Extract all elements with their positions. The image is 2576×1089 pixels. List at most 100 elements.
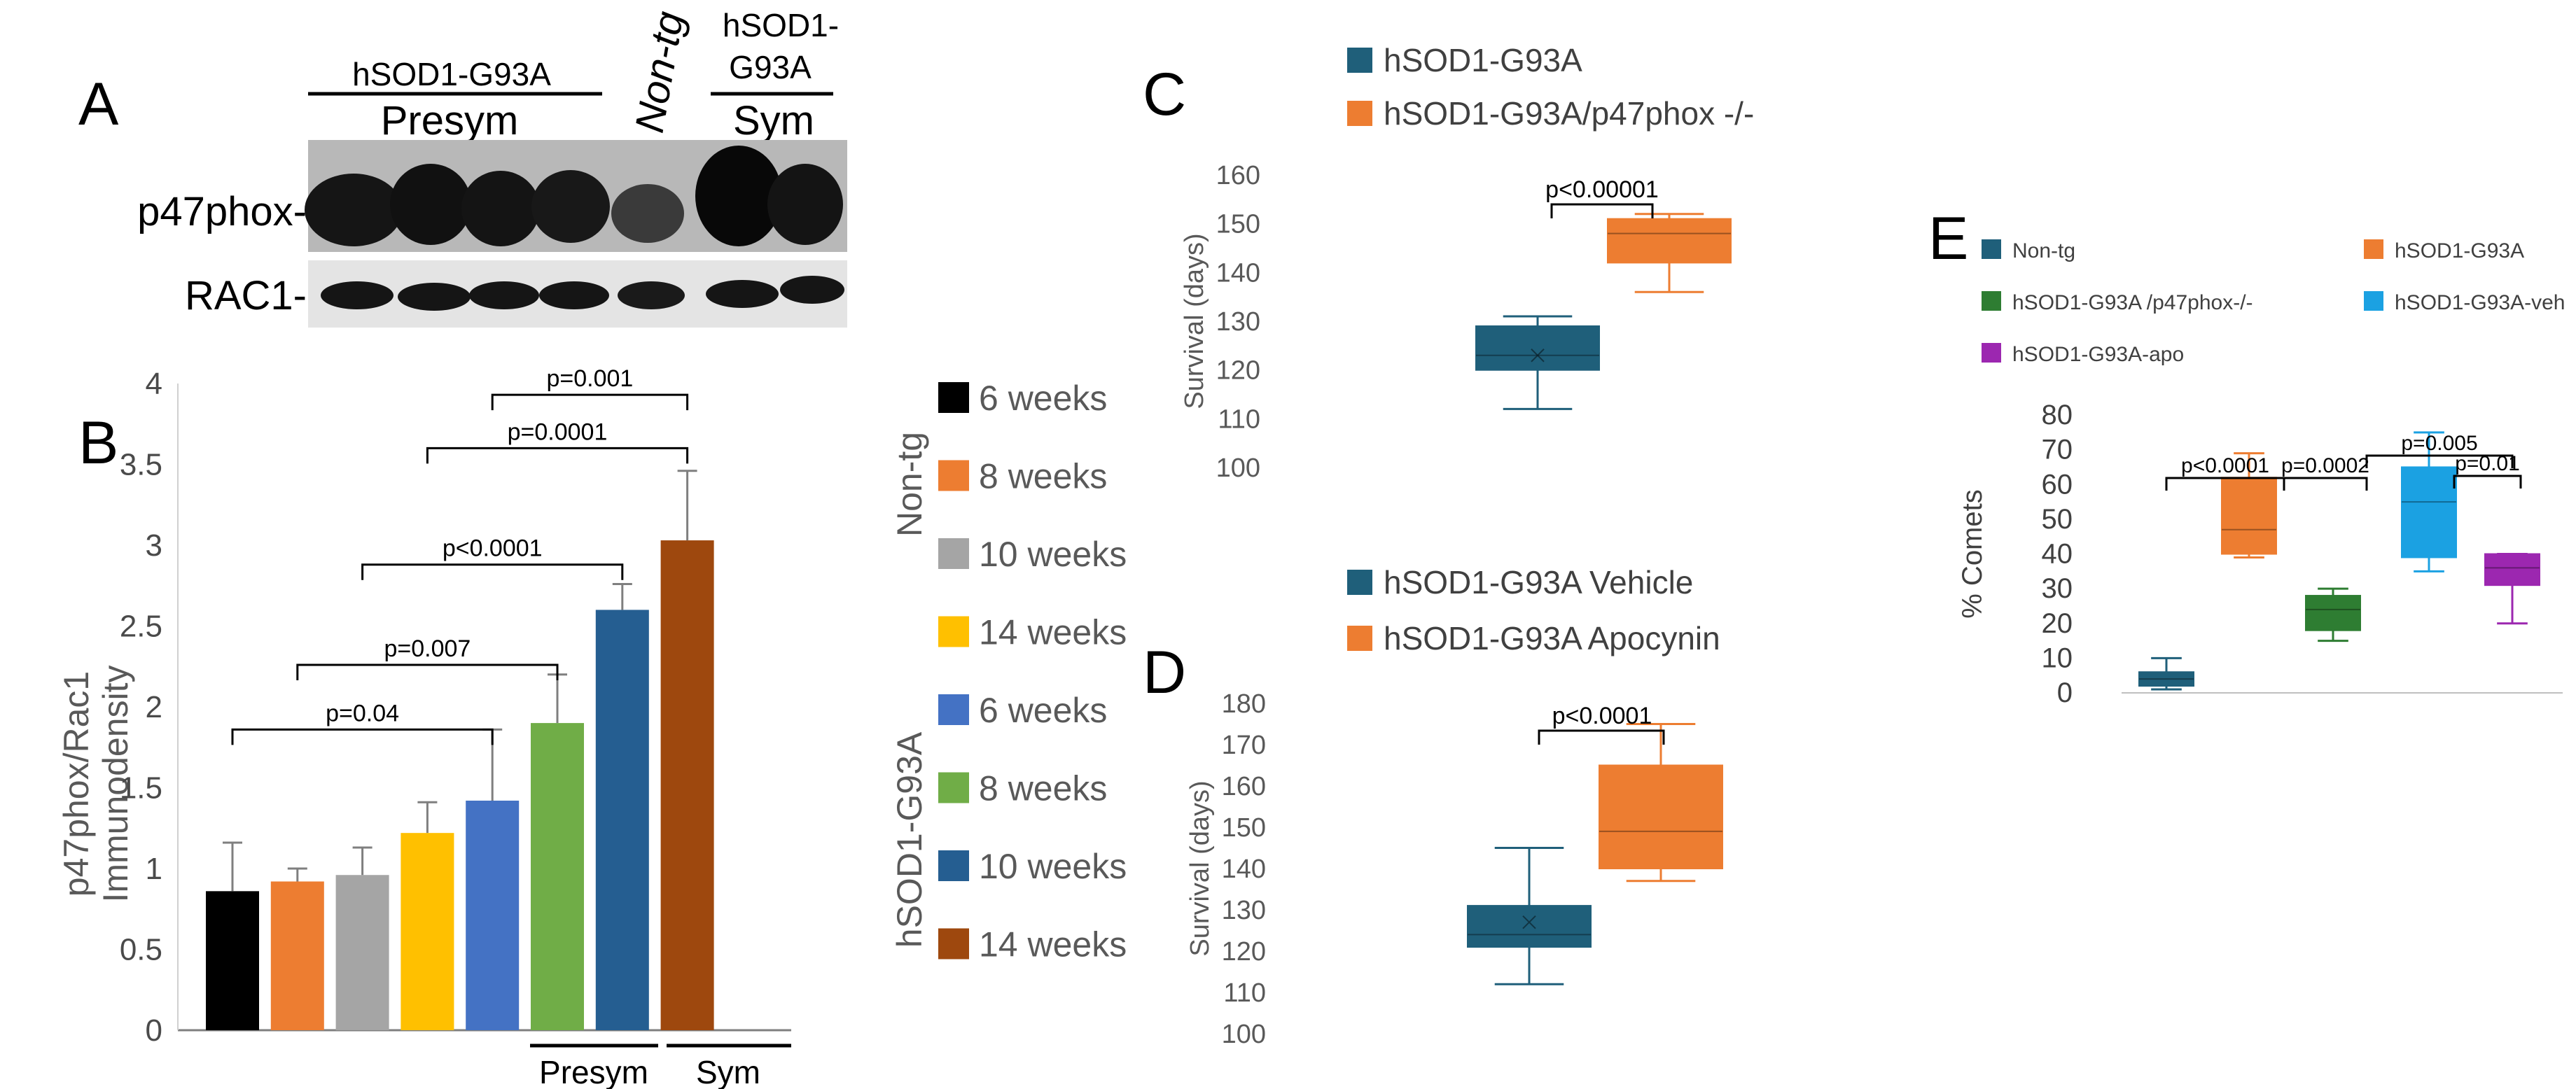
blot-label-non-tg: Non-tg bbox=[627, 8, 692, 136]
e-plot-ytick-0: 0 bbox=[2057, 677, 2073, 708]
panel-e-comparison-label-2: p=0.005 bbox=[2401, 432, 2477, 455]
panel-b-sym-label: Sym bbox=[696, 1054, 760, 1089]
d-plot-ytick-6: 160 bbox=[1222, 772, 1266, 801]
panel-b-ytick-5: 2.5 bbox=[120, 610, 162, 644]
e-plot-box-0 bbox=[2138, 671, 2194, 687]
panel-d-comparison-bracket bbox=[1538, 729, 1665, 745]
panel-e-comparison-bracket-3 bbox=[2453, 475, 2522, 489]
e-plot-ytick-7: 70 bbox=[2042, 435, 2073, 465]
e-plot-ytick-4: 40 bbox=[2042, 539, 2073, 570]
blot-bands-rac1 bbox=[321, 276, 844, 311]
panel-b-comparison-label-0: p=0.04 bbox=[326, 700, 399, 726]
c-legend-label-0: hSOD1-G93A bbox=[1384, 42, 1582, 78]
blot-group-hsod1-line2: G93A bbox=[729, 49, 812, 85]
e-plot-box-4 bbox=[2484, 553, 2540, 586]
blot-group-hsod1-presym: hSOD1-G93A bbox=[352, 56, 551, 92]
c-plot-box-0 bbox=[1475, 325, 1600, 371]
c-plot-ytick-3: 130 bbox=[1216, 307, 1260, 337]
panel-b-legend-swatch-2 bbox=[938, 538, 969, 569]
panel-d-legend: hSOD1-G93A Vehicle hSOD1-G93A Apocynin bbox=[1347, 564, 1720, 656]
panel-a: A hSOD1-G93A Presym Non-tg hSOD1- G93A S… bbox=[78, 7, 847, 328]
panel-b-presym-label: Presym bbox=[539, 1054, 648, 1089]
panel-b-legend-swatch-1 bbox=[938, 460, 969, 491]
panel-b-ytick-8: 4 bbox=[146, 367, 162, 401]
d-plot-ytick-1: 110 bbox=[1223, 978, 1266, 1008]
panel-b-legend-label-1: 8 weeks bbox=[979, 457, 1107, 496]
c-plot-ytick-2: 120 bbox=[1216, 356, 1260, 386]
panel-b-legend-label-2: 10 weeks bbox=[979, 535, 1127, 574]
c-legend-swatch-0 bbox=[1347, 48, 1372, 73]
e-plot-ytick-1: 10 bbox=[2042, 642, 2073, 673]
panel-b-legend-swatch-5 bbox=[938, 772, 969, 803]
panel-e-comparison-bracket-1 bbox=[2283, 477, 2368, 491]
panel-c-plot: 100 110 120 130 140 150 160 Survival (days) p<0.… bbox=[1180, 161, 1732, 483]
e-plot-box-2 bbox=[2305, 595, 2361, 631]
panel-b-legend-label-0: 6 weeks bbox=[979, 379, 1107, 418]
d-legend-swatch-1 bbox=[1347, 626, 1372, 651]
d-plot-box-1 bbox=[1599, 764, 1723, 869]
e-legend-swatch-0 bbox=[1982, 239, 2001, 259]
panel-b-bar-2 bbox=[335, 875, 389, 1030]
e-legend-swatch-2 bbox=[1982, 291, 2001, 311]
panel-d-plot: 100 110 120 130 140 150 160 170 180 Survival (day… bbox=[1185, 689, 1723, 1049]
panel-b-ylabel-line2: Immunodensity bbox=[96, 665, 135, 902]
panel-b-bar-6 bbox=[595, 610, 649, 1030]
e-plot-box-3 bbox=[2401, 466, 2457, 558]
d-plot-ytick-4: 140 bbox=[1222, 855, 1266, 884]
e-legend-label-2: hSOD1-G93A /p47phox-/- bbox=[2012, 291, 2253, 314]
panel-b-legend-swatch-4 bbox=[938, 694, 969, 725]
panel-c-comparison-bracket bbox=[1550, 203, 1654, 218]
panel-b-comparison-bracket-0 bbox=[231, 728, 494, 745]
panel-b-ytick-1: 0.5 bbox=[120, 933, 162, 967]
blot-band-label-p47phox: p47phox- bbox=[137, 189, 307, 234]
panel-e: E Non-tg hSOD1-G93A hSOD1-G93A /p47phox-/-… bbox=[1928, 205, 2565, 708]
e-legend-swatch-3 bbox=[2364, 291, 2383, 311]
panel-d-comparison-label: p<0.0001 bbox=[1552, 703, 1652, 729]
c-legend-swatch-1 bbox=[1347, 101, 1372, 126]
panel-e-comparison-bracket-2 bbox=[2365, 454, 2514, 468]
panel-b-comparisons: p=0.04 p=0.007 p<0.0001 p=0.0001 p=0.001 bbox=[231, 365, 689, 745]
panel-b-bar-1 bbox=[270, 881, 324, 1030]
panel-b-ytick-7: 3.5 bbox=[120, 448, 162, 482]
blot-group-hsod1-line1: hSOD1- bbox=[723, 7, 839, 43]
blot-label-sym: Sym bbox=[733, 98, 814, 143]
panel-c-letter: C bbox=[1143, 61, 1186, 128]
d-plot-ytick-0: 100 bbox=[1222, 1020, 1266, 1049]
d-plot-ytick-2: 120 bbox=[1222, 937, 1266, 967]
panel-b-bar-7 bbox=[660, 540, 714, 1030]
d-plot-ytick-3: 130 bbox=[1222, 896, 1266, 925]
c-plot-ytick-4: 140 bbox=[1216, 258, 1260, 288]
panel-b-ytick-0: 0 bbox=[146, 1013, 162, 1048]
panel-b-legend: 6 weeks 8 weeks 10 weeks 14 weeks 6 weeks 8 w… bbox=[938, 379, 1127, 964]
panel-e-legend: Non-tg hSOD1-G93A hSOD1-G93A /p47phox-/- hS… bbox=[1982, 239, 2565, 366]
panel-e-letter: E bbox=[1928, 205, 1968, 272]
panel-d-letter: D bbox=[1143, 639, 1186, 706]
e-plot-box-1 bbox=[2221, 477, 2277, 555]
d-legend-label-0: hSOD1-G93A Vehicle bbox=[1384, 564, 1693, 600]
panel-b-bar-0 bbox=[206, 891, 259, 1030]
panel-c-comparison-label: p<0.00001 bbox=[1545, 176, 1659, 203]
e-plot-ytick-6: 60 bbox=[2042, 469, 2073, 500]
panel-b-legend-swatch-0 bbox=[938, 382, 969, 413]
panel-b-ytick-2: 1 bbox=[146, 852, 162, 886]
e-legend-label-1: hSOD1-G93A bbox=[2395, 239, 2524, 262]
blot-label-presym: Presym bbox=[381, 98, 519, 143]
d-plot-box-0 bbox=[1467, 905, 1592, 948]
panel-b-comparison-label-1: p=0.007 bbox=[384, 635, 471, 662]
panel-b-legend-swatch-3 bbox=[938, 616, 969, 647]
c-plot-ytick-6: 160 bbox=[1216, 161, 1260, 190]
e-legend-swatch-1 bbox=[2364, 239, 2383, 259]
c-plot-mean-marker-0 bbox=[1531, 349, 1545, 363]
panel-b-legend-label-7: 14 weeks bbox=[979, 925, 1127, 964]
panel-a-letter: A bbox=[78, 71, 119, 138]
e-legend-swatch-4 bbox=[1982, 343, 2001, 363]
panel-b-bar-3 bbox=[401, 833, 454, 1030]
panel-b-comparison-bracket-4 bbox=[491, 393, 689, 411]
c-plot-ytick-0: 100 bbox=[1216, 454, 1260, 483]
c-plot-ytick-1: 110 bbox=[1218, 405, 1260, 434]
panel-e-comparison-label-1: p=0.0002 bbox=[2281, 454, 2369, 477]
e-plot-ytick-8: 80 bbox=[2042, 400, 2073, 430]
